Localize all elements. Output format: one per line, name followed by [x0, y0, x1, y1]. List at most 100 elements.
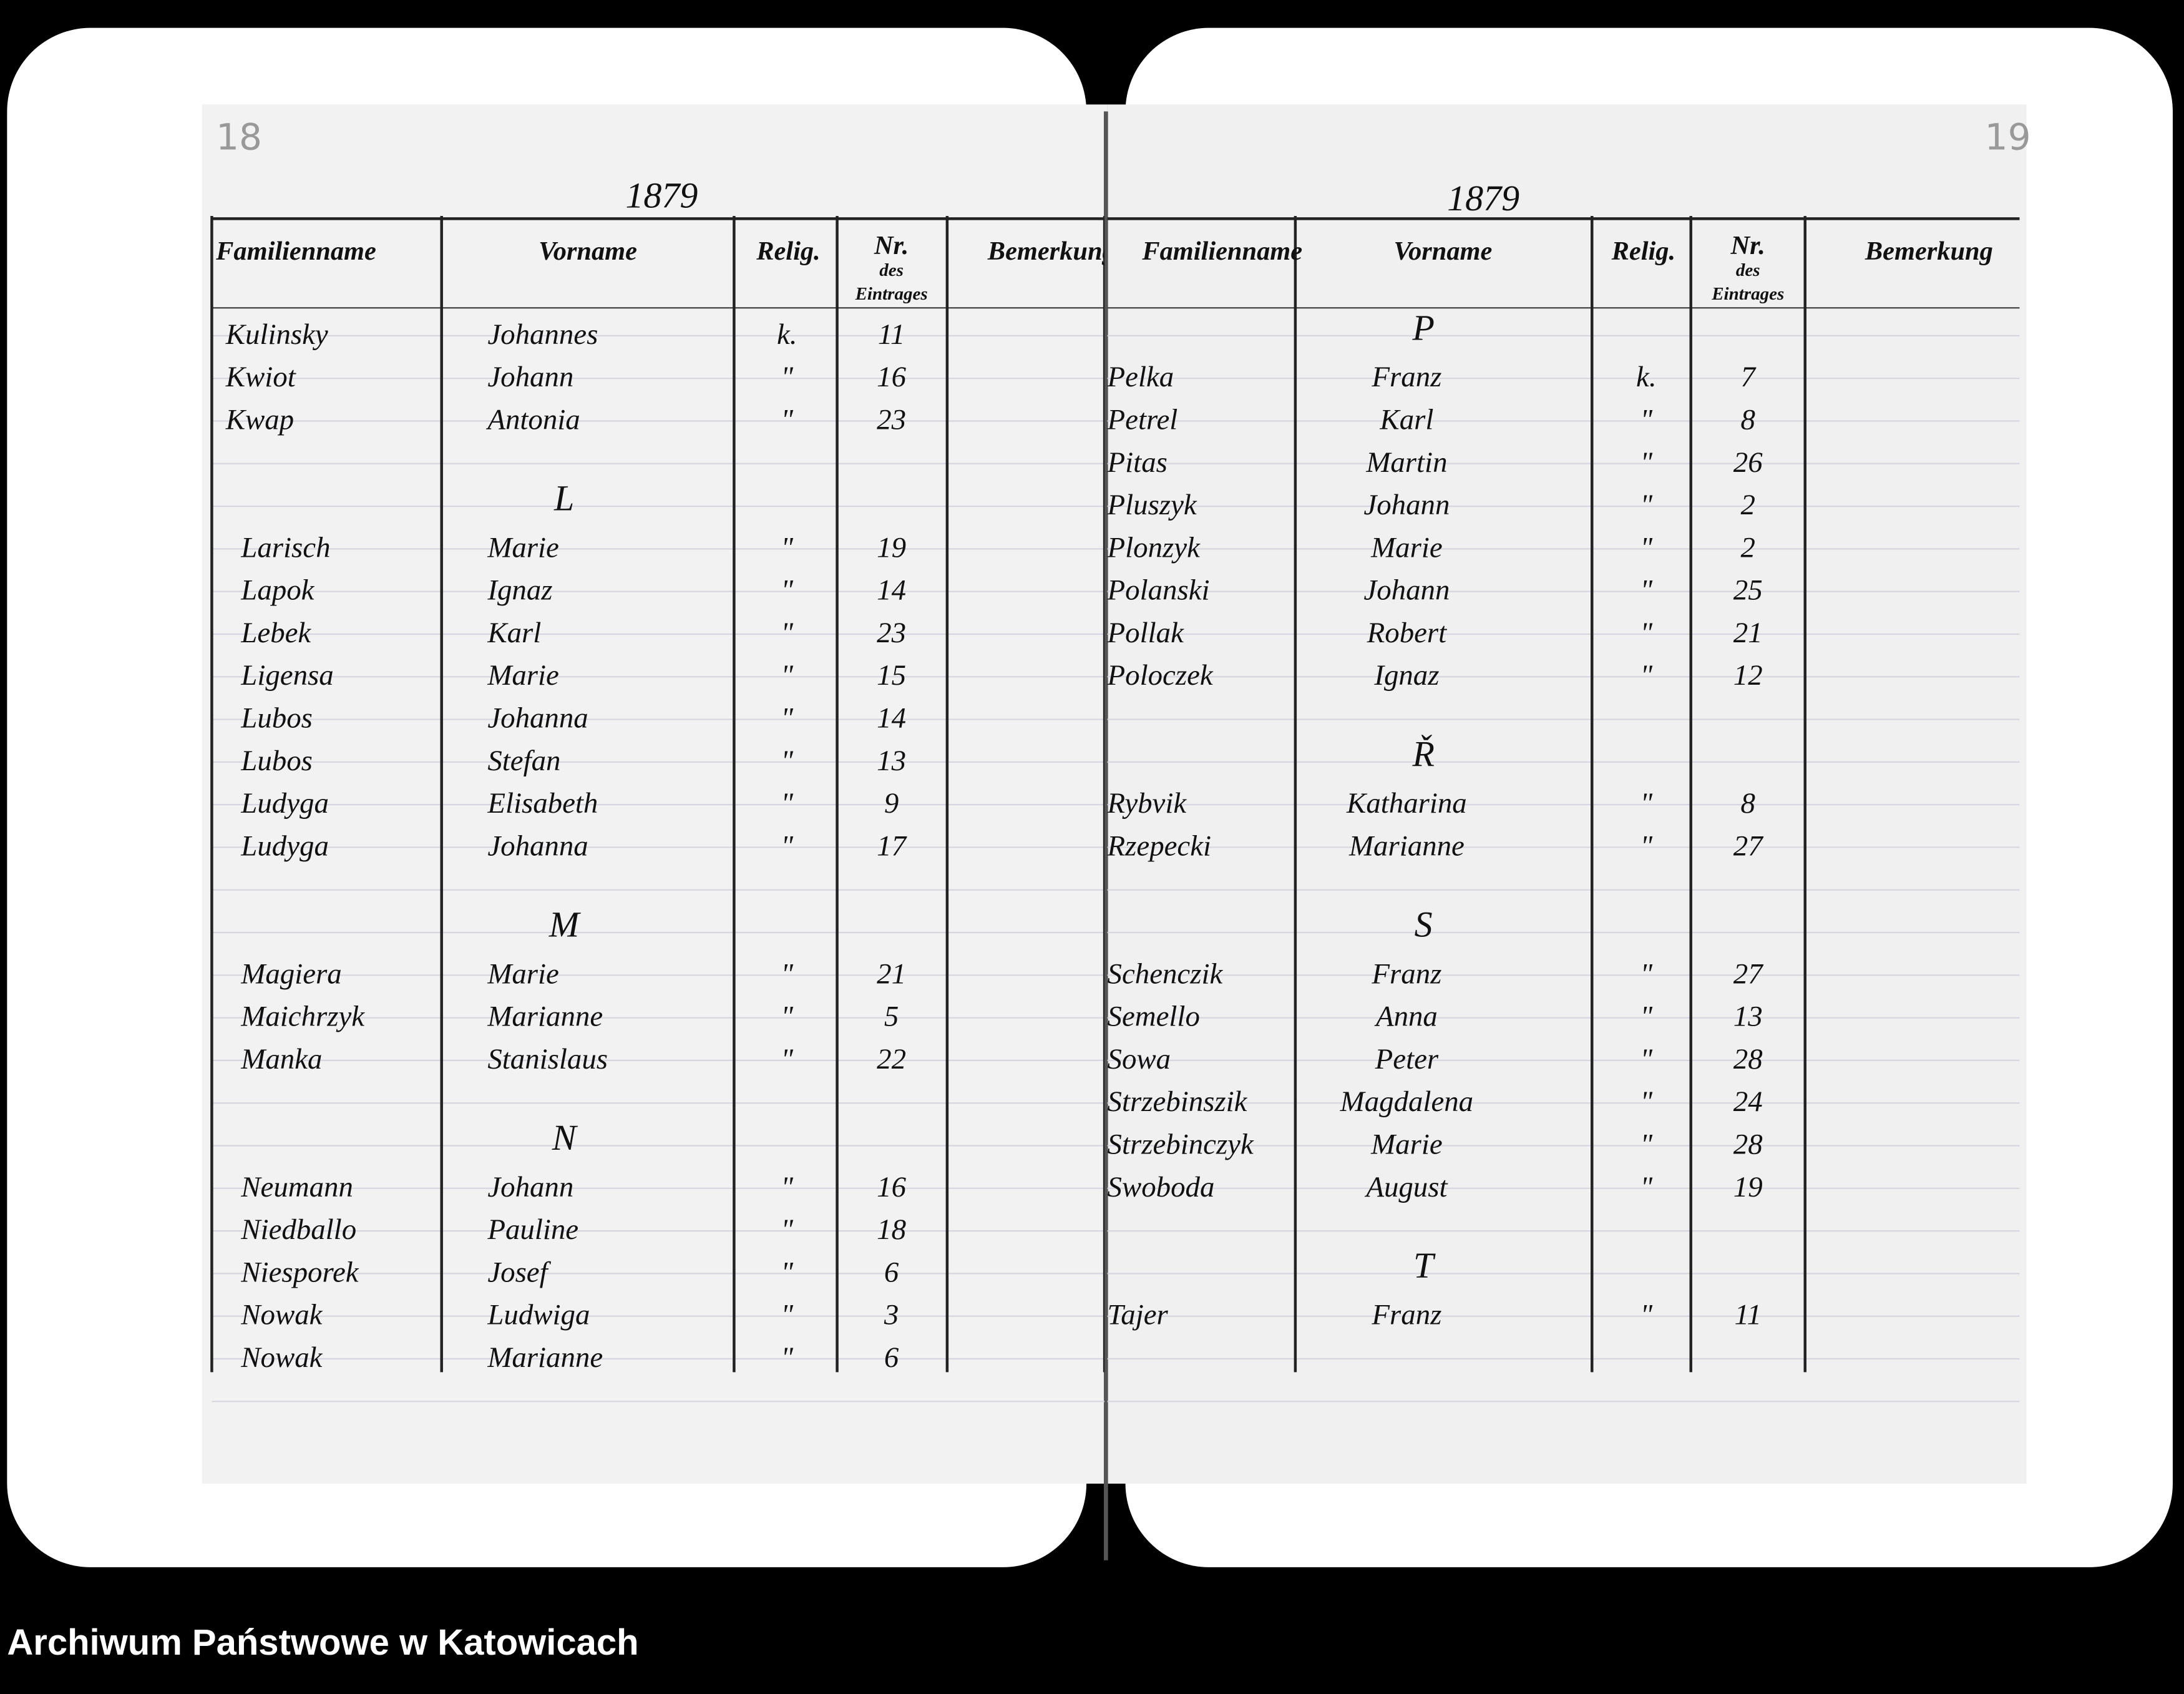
entry-number: 14 — [877, 702, 906, 735]
religion: " — [781, 1213, 793, 1246]
section-letter: S — [1415, 904, 1433, 945]
entry-number: 19 — [877, 531, 906, 564]
first-name: Marie — [487, 659, 559, 692]
first-name: Ignaz — [1373, 659, 1439, 692]
surname: Rybvik — [1107, 787, 1187, 820]
section-letter: L — [553, 478, 574, 519]
surname: Ludyga — [240, 830, 329, 862]
entry-number: 18 — [877, 1213, 906, 1246]
entry-number: 2 — [1741, 489, 1755, 521]
section-letter: P — [1411, 308, 1434, 348]
section-letter: N — [552, 1117, 578, 1158]
surname: Pluszyk — [1107, 489, 1197, 521]
surname: Niedballo — [240, 1213, 356, 1246]
first-name: Marianne — [1348, 830, 1465, 862]
entry-number: 16 — [877, 361, 906, 393]
first-name: Marianne — [487, 1001, 603, 1033]
religion: " — [1640, 403, 1652, 436]
surname: Poloczek — [1107, 659, 1214, 692]
header: Vorname — [539, 237, 637, 266]
religion: " — [781, 1171, 793, 1203]
surname: Rzepecki — [1107, 830, 1212, 862]
surname: Pollak — [1107, 617, 1185, 649]
religion: " — [781, 745, 793, 777]
first-name: Franz — [1371, 1299, 1441, 1331]
entry-number: 27 — [1733, 830, 1764, 862]
surname: Lubos — [240, 745, 313, 777]
first-name: Antonia — [485, 403, 580, 436]
religion: " — [781, 531, 793, 564]
religion: " — [781, 1256, 793, 1288]
entry-number: 13 — [877, 745, 906, 777]
religion: " — [1640, 489, 1652, 521]
first-name: Marie — [487, 957, 559, 990]
religion: " — [1640, 1129, 1652, 1161]
entry-number: 25 — [1733, 574, 1763, 607]
first-name: August — [1364, 1171, 1448, 1203]
page-number: 19 — [1985, 115, 2031, 158]
year: 1879 — [1447, 178, 1519, 218]
surname: Kwiot — [225, 361, 296, 393]
surname: Nowak — [240, 1341, 323, 1374]
header: Vorname — [1394, 237, 1493, 266]
entry-number: 6 — [884, 1341, 899, 1374]
first-name: Katharina — [1346, 787, 1467, 820]
header: Familienname — [215, 237, 376, 266]
register-page: 1879 Familienname Vorname Relig. Nr.des Eintr… — [210, 175, 1105, 1403]
entry-number: 26 — [1733, 446, 1763, 479]
first-name: Johann — [487, 361, 573, 393]
header: Eintrages — [855, 284, 928, 304]
entry-number: 15 — [877, 659, 906, 692]
entry-number: 14 — [877, 574, 906, 607]
first-name: Ludwiga — [487, 1299, 590, 1331]
surname: Strzebinszik — [1108, 1085, 1248, 1118]
surname: Semello — [1108, 1001, 1200, 1033]
religion: k. — [777, 318, 797, 351]
surname: Lapok — [240, 574, 314, 607]
religion: " — [1640, 1043, 1652, 1075]
first-name: Franz — [1371, 361, 1441, 393]
entry-number: 28 — [1733, 1043, 1763, 1075]
first-name: Johanna — [487, 702, 588, 735]
surname: Kulinsky — [225, 318, 328, 351]
year: 1879 — [625, 175, 698, 215]
religion: " — [1640, 1171, 1652, 1203]
surname: Niesporek — [240, 1256, 359, 1288]
register-page: 1879 Familienname Vorname Relig. Nr.des Eintr… — [1107, 178, 2020, 1403]
surname: Lebek — [240, 617, 311, 649]
entry-number: 23 — [877, 617, 906, 649]
religion: " — [781, 787, 793, 820]
header: Relig. — [1611, 237, 1675, 266]
first-name: Marie — [487, 531, 559, 564]
surname: Lubos — [240, 702, 313, 735]
religion: " — [1640, 574, 1652, 607]
entry-number: 21 — [877, 957, 906, 990]
entry-number: 9 — [884, 787, 899, 820]
first-name: Johann — [1363, 489, 1450, 521]
header: Familienname — [1141, 237, 1302, 266]
entry-number: 28 — [1733, 1129, 1763, 1161]
surname: Strzebinczyk — [1108, 1129, 1254, 1161]
religion: k. — [1636, 361, 1657, 393]
first-name: Anna — [1374, 1001, 1438, 1033]
left-page — [202, 104, 1108, 1484]
surname: Maichrzyk — [240, 1001, 365, 1033]
religion: " — [781, 957, 793, 990]
surname: Neumann — [240, 1171, 353, 1203]
religion: " — [1640, 1085, 1652, 1118]
religion: " — [1640, 659, 1652, 692]
surname: Manka — [240, 1043, 322, 1075]
religion: " — [781, 659, 793, 692]
religion: " — [781, 1341, 793, 1374]
header: Bemerkung — [1865, 237, 1993, 266]
header: Relig. — [756, 237, 820, 266]
footer: Archiwum Państwowe w Katowicach — [7, 1622, 638, 1663]
religion: " — [1640, 1001, 1652, 1033]
entry-number: 11 — [878, 318, 905, 351]
surname: Magiera — [240, 957, 341, 990]
entry-number: 12 — [1733, 659, 1763, 692]
surname: Polanski — [1107, 574, 1210, 607]
surname: Tajer — [1108, 1299, 1169, 1331]
entry-number: 3 — [884, 1299, 899, 1331]
